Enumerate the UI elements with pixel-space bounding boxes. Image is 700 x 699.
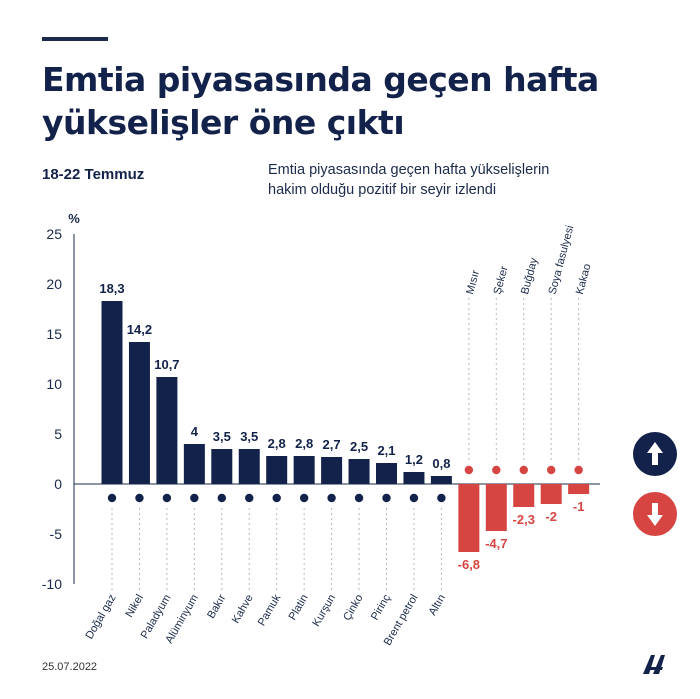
category-label: Mısır [464,269,482,296]
bar [348,459,370,484]
bar [568,484,590,494]
category-icon [574,465,583,475]
category-icon [135,493,144,503]
y-tick-label: 25 [46,226,62,242]
y-axis-unit-label: % [68,211,80,226]
bar-value-label: 2,5 [350,439,368,454]
subtitle: Emtia piyasasında geçen hafta yükselişle… [268,160,668,200]
category-icon [190,493,199,503]
bar-value-label: 2,7 [323,437,341,452]
bar-value-label: 0,8 [432,456,450,471]
bar-value-label: -6,8 [458,557,480,572]
bar [211,449,233,484]
category-label: Buğday [519,256,540,296]
bar [376,463,397,484]
category-label: Kurşun [310,593,338,629]
arrow-down-icon [647,503,663,526]
category-icon [492,465,501,475]
bar-value-label: -2,3 [513,512,535,527]
category-label: Pirinç [369,592,393,622]
footer-date: 25.07.2022 [42,661,98,673]
category-label: Nikel [123,593,146,620]
category-label: Soya fasulyesi [547,224,577,296]
category-label: Kakao [574,263,594,296]
category-icon [107,493,117,503]
category-icon [464,465,474,475]
category-icon [547,465,556,475]
category-icon [245,493,254,503]
title-line-2: yükselişler öne çıktı [42,103,405,142]
category-icon [409,493,419,503]
category-label: Platin [287,593,311,623]
subtitle-line-1: Emtia piyasasında geçen hafta yükselişle… [268,162,550,178]
y-tick-label: 0 [54,476,62,492]
bar [266,456,288,484]
bar-value-label: -1 [573,499,585,514]
bar-value-label: -2 [545,509,557,524]
bar [458,484,480,552]
bar [183,444,205,484]
bar-value-label: 18,3 [99,281,124,296]
y-tick-label: -10 [42,576,62,592]
bar-value-label: 3,5 [240,429,258,444]
category-label: Doğal gaz [83,593,118,642]
category-icon [437,493,446,503]
y-tick-label: 15 [46,326,62,342]
y-tick-label: 10 [46,376,62,392]
category-icon [519,465,528,475]
category-icon [382,493,391,503]
bar [540,484,562,504]
bar-value-label: 14,2 [127,322,152,337]
bar [430,476,452,484]
y-tick-label: 20 [46,276,62,292]
y-tick-label: -5 [50,526,63,542]
title-line-1: Emtia piyasasında geçen hafta [42,60,599,99]
category-icon [272,493,281,503]
category-label: Çinko [341,593,365,623]
bar [101,301,123,484]
bar [128,342,150,484]
date-range: 18-22 Temmuz [42,166,145,183]
bar-value-label: 1,2 [405,452,423,467]
bar-value-label: 10,7 [154,357,179,372]
bar [156,377,178,484]
aa-logo-icon [643,655,665,674]
category-label: Şeker [492,265,511,296]
arrow-up-badge [633,432,677,476]
category-label: Altın [427,593,448,618]
bar-value-label: 4 [191,424,199,439]
bar [513,484,535,507]
page-title: Emtia piyasasında geçen hafta yükselişle… [42,58,662,144]
bar [321,457,343,484]
bar [403,472,425,484]
title-accent-bar [42,37,108,41]
bar-value-label: 3,5 [213,429,231,444]
category-icon [299,493,309,503]
bar [485,484,507,531]
bar-value-label: 2,8 [295,436,313,451]
bar-value-label: -4,7 [485,536,507,551]
y-tick-label: 5 [54,426,62,442]
bar-value-label: 2,1 [377,443,395,458]
category-label: Pamuk [256,592,284,628]
arrow-down-badge [633,492,677,536]
category-label: Kahve [230,593,256,626]
category-icon [217,493,226,503]
category-icon [162,493,172,503]
category-icon [354,493,364,503]
bar [293,456,315,484]
category-label: Bakır [205,592,228,621]
arrow-up-icon [647,442,663,465]
subtitle-line-2: hakim olduğu pozitif bir seyir izlendi [268,182,497,198]
bar [238,449,260,484]
bar-value-label: 2,8 [268,436,286,451]
category-icon [327,493,336,503]
